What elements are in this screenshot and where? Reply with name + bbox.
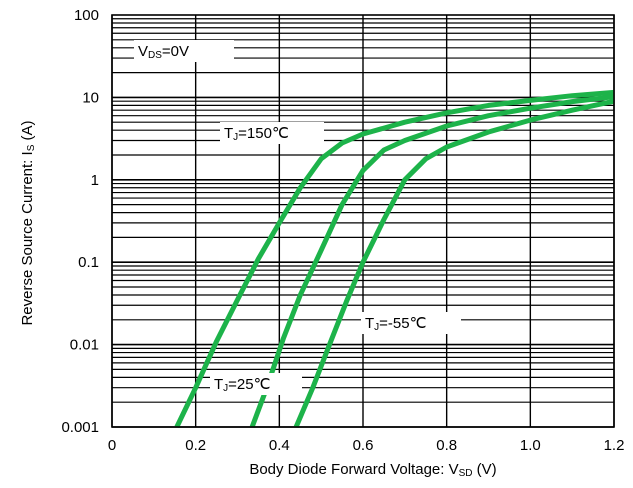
condition-label-text: VDS=0V [138, 43, 189, 61]
plot-border [111, 14, 615, 428]
series-label-1-text: TJ=150℃ [224, 125, 289, 143]
condition-label: VDS=0V [134, 40, 234, 62]
series-label-1-background [220, 122, 324, 144]
x-tick-label: 1.0 [520, 437, 541, 454]
x-tick-label: 0.6 [353, 437, 374, 454]
y-tick-label: 100 [74, 7, 99, 24]
plot-frame [111, 14, 615, 428]
series-line-3 [293, 98, 615, 428]
series-label-1: TJ=150℃ [220, 122, 324, 144]
y-tick-label: 0.01 [70, 337, 99, 354]
x-tick-label: 0.2 [185, 437, 206, 454]
condition-label-background [134, 40, 234, 62]
series-label-2: TJ=25℃ [210, 373, 302, 395]
tick-labels: 0 0.2 0.4 0.6 0.8 1.0 1.2 0.001 0.01 0.1 1 10 100 [61, 7, 624, 454]
series-lines [174, 89, 615, 429]
y-tick-label: 10 [82, 89, 99, 106]
series-label-2-text: TJ=25℃ [214, 376, 270, 394]
series-line-1 [174, 89, 615, 429]
series-label-3-background [361, 312, 461, 334]
series-label-2-background [210, 373, 302, 395]
x-axis-label: Body Diode Forward Voltage: VSD (V) [249, 461, 496, 479]
grid [111, 15, 615, 428]
y-tick-label: 1 [91, 172, 99, 189]
series-line-2 [249, 94, 615, 428]
x-tick-label: 0.8 [436, 437, 457, 454]
series-label-3-text: TJ=-55℃ [365, 315, 426, 333]
y-axis-label: Reverse Source Current: IS (A) [19, 120, 37, 325]
y-tick-label: 0.1 [78, 254, 99, 271]
x-tick-label: 1.2 [604, 437, 625, 454]
x-tick-label: 0 [108, 437, 116, 454]
y-tick-label: 0.001 [61, 419, 99, 436]
x-tick-label: 0.4 [269, 437, 290, 454]
series-label-3: TJ=-55℃ [361, 312, 461, 334]
annotations: VDS=0V TJ=150℃ TJ=25℃ TJ=-55℃ [134, 40, 461, 395]
